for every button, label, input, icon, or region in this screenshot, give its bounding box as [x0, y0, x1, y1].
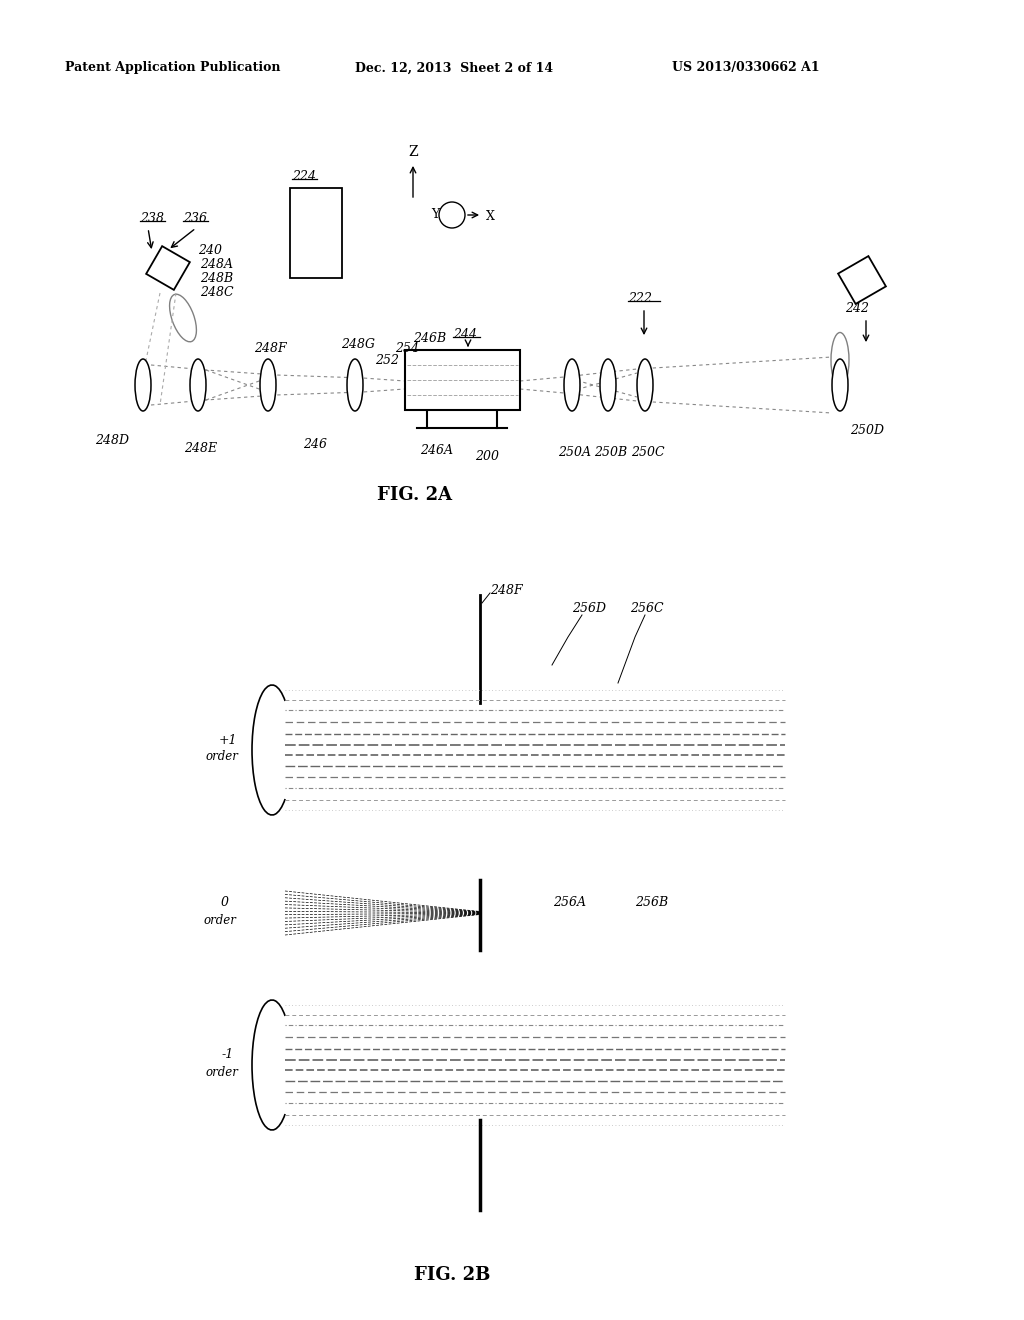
- Text: 240: 240: [198, 243, 222, 256]
- Text: 246: 246: [303, 438, 327, 451]
- Text: 256B: 256B: [635, 896, 668, 909]
- Text: 256A: 256A: [553, 896, 586, 909]
- Text: X: X: [485, 210, 495, 223]
- Ellipse shape: [637, 359, 653, 411]
- Text: 244: 244: [453, 329, 477, 342]
- Text: 250B: 250B: [594, 446, 627, 458]
- Text: Patent Application Publication: Patent Application Publication: [65, 62, 281, 74]
- Ellipse shape: [831, 333, 849, 388]
- Text: 252: 252: [375, 354, 399, 367]
- Text: 248A: 248A: [200, 257, 233, 271]
- Text: 250C: 250C: [631, 446, 665, 458]
- Bar: [406, 350, 520, 411]
- Text: 250D: 250D: [850, 424, 884, 437]
- Text: 238: 238: [140, 211, 164, 224]
- Text: US 2013/0330662 A1: US 2013/0330662 A1: [672, 62, 819, 74]
- Text: 242: 242: [845, 301, 869, 314]
- Text: 256C: 256C: [630, 602, 664, 615]
- Text: 246A: 246A: [420, 445, 453, 458]
- Ellipse shape: [260, 359, 276, 411]
- Ellipse shape: [135, 359, 151, 411]
- Ellipse shape: [600, 359, 616, 411]
- Text: 200: 200: [475, 450, 499, 462]
- Text: FIG. 2A: FIG. 2A: [378, 486, 453, 504]
- Ellipse shape: [347, 359, 362, 411]
- Text: 250A: 250A: [558, 446, 591, 458]
- Text: Dec. 12, 2013  Sheet 2 of 14: Dec. 12, 2013 Sheet 2 of 14: [355, 62, 553, 74]
- Text: 246B: 246B: [413, 331, 446, 345]
- Text: Y: Y: [431, 209, 439, 222]
- Polygon shape: [146, 246, 189, 290]
- Text: 248C: 248C: [200, 285, 233, 298]
- Ellipse shape: [190, 359, 206, 411]
- Ellipse shape: [831, 359, 848, 411]
- Text: 248B: 248B: [200, 272, 233, 285]
- Ellipse shape: [564, 359, 580, 411]
- Text: order: order: [206, 751, 239, 763]
- Text: 248G: 248G: [341, 338, 375, 351]
- Text: 224: 224: [292, 169, 316, 182]
- Text: 222: 222: [628, 292, 652, 305]
- Text: 248E: 248E: [184, 441, 217, 454]
- Text: 248F: 248F: [490, 585, 522, 598]
- Text: 248F: 248F: [254, 342, 287, 355]
- Text: 0: 0: [221, 896, 229, 909]
- Polygon shape: [838, 256, 886, 304]
- Text: 248D: 248D: [95, 433, 129, 446]
- Text: order: order: [206, 1065, 239, 1078]
- Text: 256D: 256D: [572, 602, 606, 615]
- Bar: [290, 187, 342, 279]
- Text: Z: Z: [409, 145, 418, 158]
- Text: 236: 236: [183, 211, 207, 224]
- Text: -1: -1: [222, 1048, 234, 1061]
- Text: FIG. 2B: FIG. 2B: [414, 1266, 490, 1284]
- Text: order: order: [204, 913, 237, 927]
- Text: +1: +1: [219, 734, 238, 747]
- Text: 254: 254: [395, 342, 419, 355]
- Ellipse shape: [170, 294, 197, 342]
